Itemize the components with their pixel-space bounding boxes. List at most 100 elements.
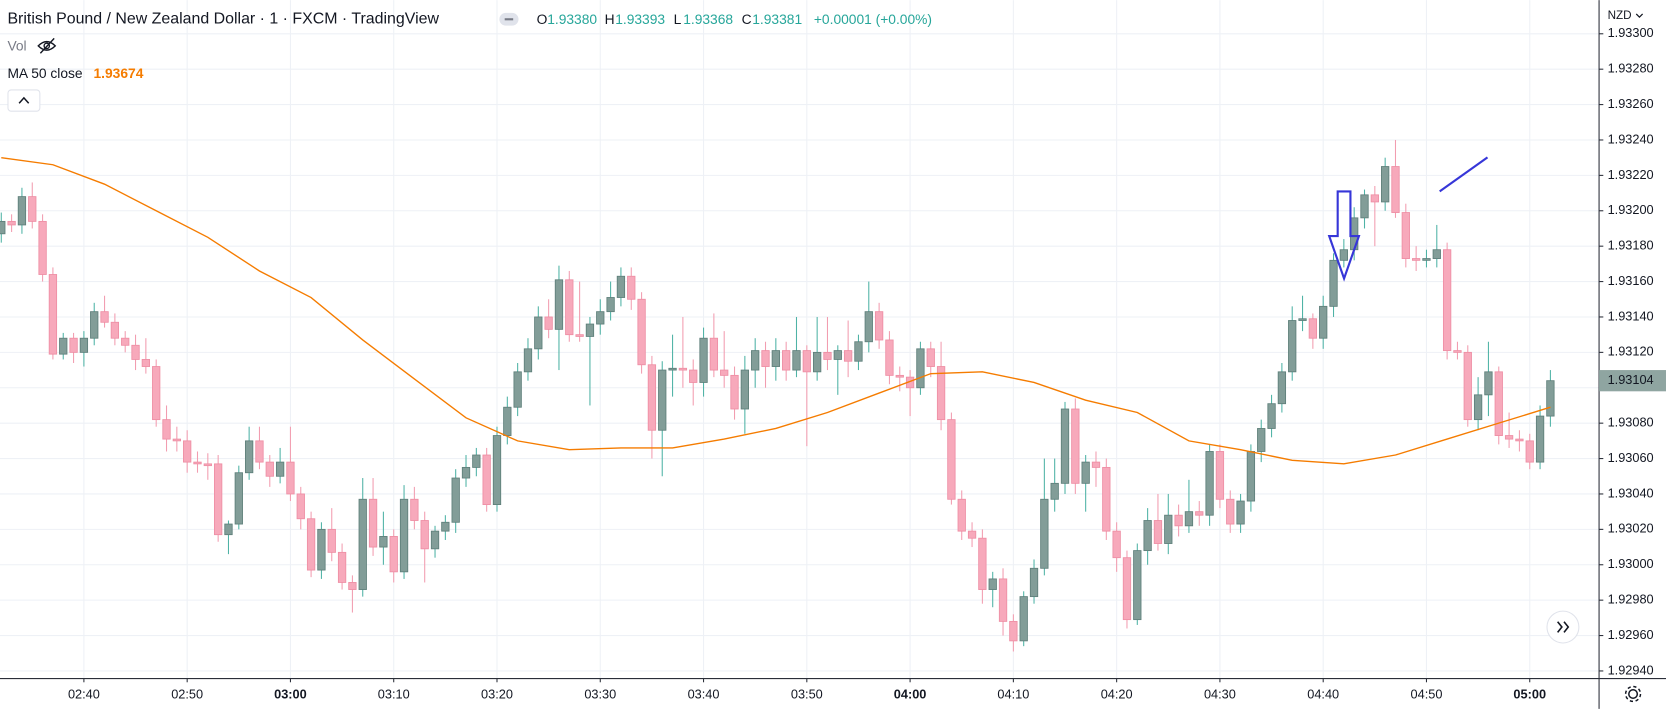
- x-tick-label: 04:10: [997, 686, 1029, 701]
- candle-body: [1215, 451, 1225, 500]
- ohlc-value: 1.93393: [615, 11, 665, 27]
- candle-body: [1329, 259, 1338, 307]
- candle-body: [1050, 482, 1059, 500]
- candle-body: [1463, 351, 1472, 421]
- y-tick-label: 1.93120: [1608, 344, 1654, 359]
- candle-body: [1257, 428, 1266, 452]
- x-tick-label: 03:40: [688, 686, 720, 701]
- candle-body: [306, 518, 316, 571]
- candle-body: [286, 461, 295, 495]
- candle-body: [234, 472, 243, 525]
- candle-body: [854, 341, 863, 362]
- candle-body: [668, 367, 677, 371]
- candle-body: [833, 350, 842, 360]
- y-tick-label: 1.93220: [1608, 167, 1654, 182]
- candle-body: [1205, 451, 1214, 516]
- candle-body: [1060, 408, 1070, 484]
- candle-body: [1525, 440, 1534, 463]
- y-tick-label: 1.93180: [1608, 238, 1654, 253]
- candle-body: [430, 530, 440, 550]
- y-tick-label: 1.93240: [1608, 131, 1654, 146]
- candle-body: [782, 350, 791, 371]
- candle-body: [1339, 249, 1348, 261]
- candle-body: [813, 351, 822, 373]
- x-tick-label: 04:40: [1307, 686, 1339, 701]
- trend-line-drawing[interactable]: [1439, 156, 1489, 193]
- y-tick-label: 1.93200: [1608, 202, 1654, 217]
- x-tick-label: 03:50: [791, 686, 823, 701]
- candle-body: [596, 311, 605, 325]
- candle-body: [441, 521, 450, 532]
- candle-body: [337, 551, 347, 583]
- candle-body: [916, 348, 925, 389]
- ohlc-label: L: [674, 11, 682, 27]
- moving-average-line: [1, 157, 1551, 465]
- candle-body: [1288, 320, 1297, 373]
- candle-body: [1112, 530, 1121, 559]
- candle-body: [627, 275, 636, 300]
- candle-body: [1164, 514, 1173, 544]
- candle-body: [1515, 438, 1524, 442]
- arrow-drawing[interactable]: [1327, 190, 1361, 282]
- last-price-label: 1.93104: [1608, 372, 1654, 387]
- candle-body: [59, 337, 68, 355]
- candle-body: [606, 297, 615, 313]
- candle-body: [100, 311, 109, 323]
- candle-body: [1494, 371, 1503, 436]
- price-axis-panel: [1599, 0, 1666, 709]
- settings-button[interactable]: [1624, 685, 1642, 703]
- candle-body: [1484, 371, 1493, 396]
- y-tick-label: 1.93160: [1608, 273, 1654, 288]
- candle-body: [616, 275, 626, 298]
- x-tick-label: 05:00: [1513, 686, 1546, 701]
- candle-body: [823, 351, 832, 360]
- candle-body: [1153, 520, 1163, 544]
- x-tick-label: 02:40: [68, 686, 100, 701]
- candle-body: [79, 337, 89, 353]
- candle-body: [121, 337, 130, 346]
- candle-body: [534, 316, 543, 350]
- candle-body: [131, 344, 140, 360]
- candle-body: [1453, 350, 1462, 353]
- candle-body: [730, 374, 739, 410]
- candle-body: [967, 530, 977, 539]
- scroll-to-realtime-button[interactable]: [1546, 610, 1580, 644]
- candle-body: [1319, 305, 1328, 339]
- ohlc-change: +0.00001 (+0.00%): [814, 11, 932, 27]
- x-tick-label: 03:00: [274, 686, 307, 701]
- candle-body: [1081, 461, 1090, 484]
- candle-body: [1091, 461, 1101, 468]
- candle-body: [947, 419, 956, 500]
- marks: [0, 139, 1555, 652]
- x-tick-label: 03:10: [378, 686, 410, 701]
- candle-body: [1102, 466, 1111, 532]
- candle-body: [575, 334, 584, 337]
- candle-body: [1029, 567, 1039, 598]
- candle-body: [410, 498, 419, 521]
- x-tick-label: 04:20: [1101, 686, 1133, 701]
- x-tick-label: 04:30: [1204, 686, 1236, 701]
- candle-body: [0, 220, 6, 235]
- candle-body: [792, 350, 801, 371]
- candle-body: [327, 528, 336, 553]
- scroll-icon: [1557, 621, 1570, 633]
- ohlc-label: C: [742, 11, 752, 27]
- y-tick-label: 1.92940: [1608, 662, 1654, 677]
- last-price-box: [1599, 370, 1666, 392]
- candle-body: [183, 440, 192, 463]
- candle-body: [17, 196, 27, 226]
- y-tick-label: 1.93020: [1608, 521, 1654, 536]
- currency-label[interactable]: NZD: [1608, 9, 1632, 22]
- candle-body: [1133, 550, 1142, 621]
- candle-body: [451, 477, 460, 523]
- candle-body: [358, 498, 367, 590]
- hide-icon[interactable]: [37, 37, 57, 54]
- candle-body: [69, 337, 78, 353]
- legend-toggle[interactable]: [7, 89, 41, 112]
- candle-body: [689, 369, 698, 383]
- candle-body: [203, 463, 212, 467]
- y-tick-label: 1.92960: [1608, 627, 1654, 642]
- candle-body: [1122, 557, 1132, 621]
